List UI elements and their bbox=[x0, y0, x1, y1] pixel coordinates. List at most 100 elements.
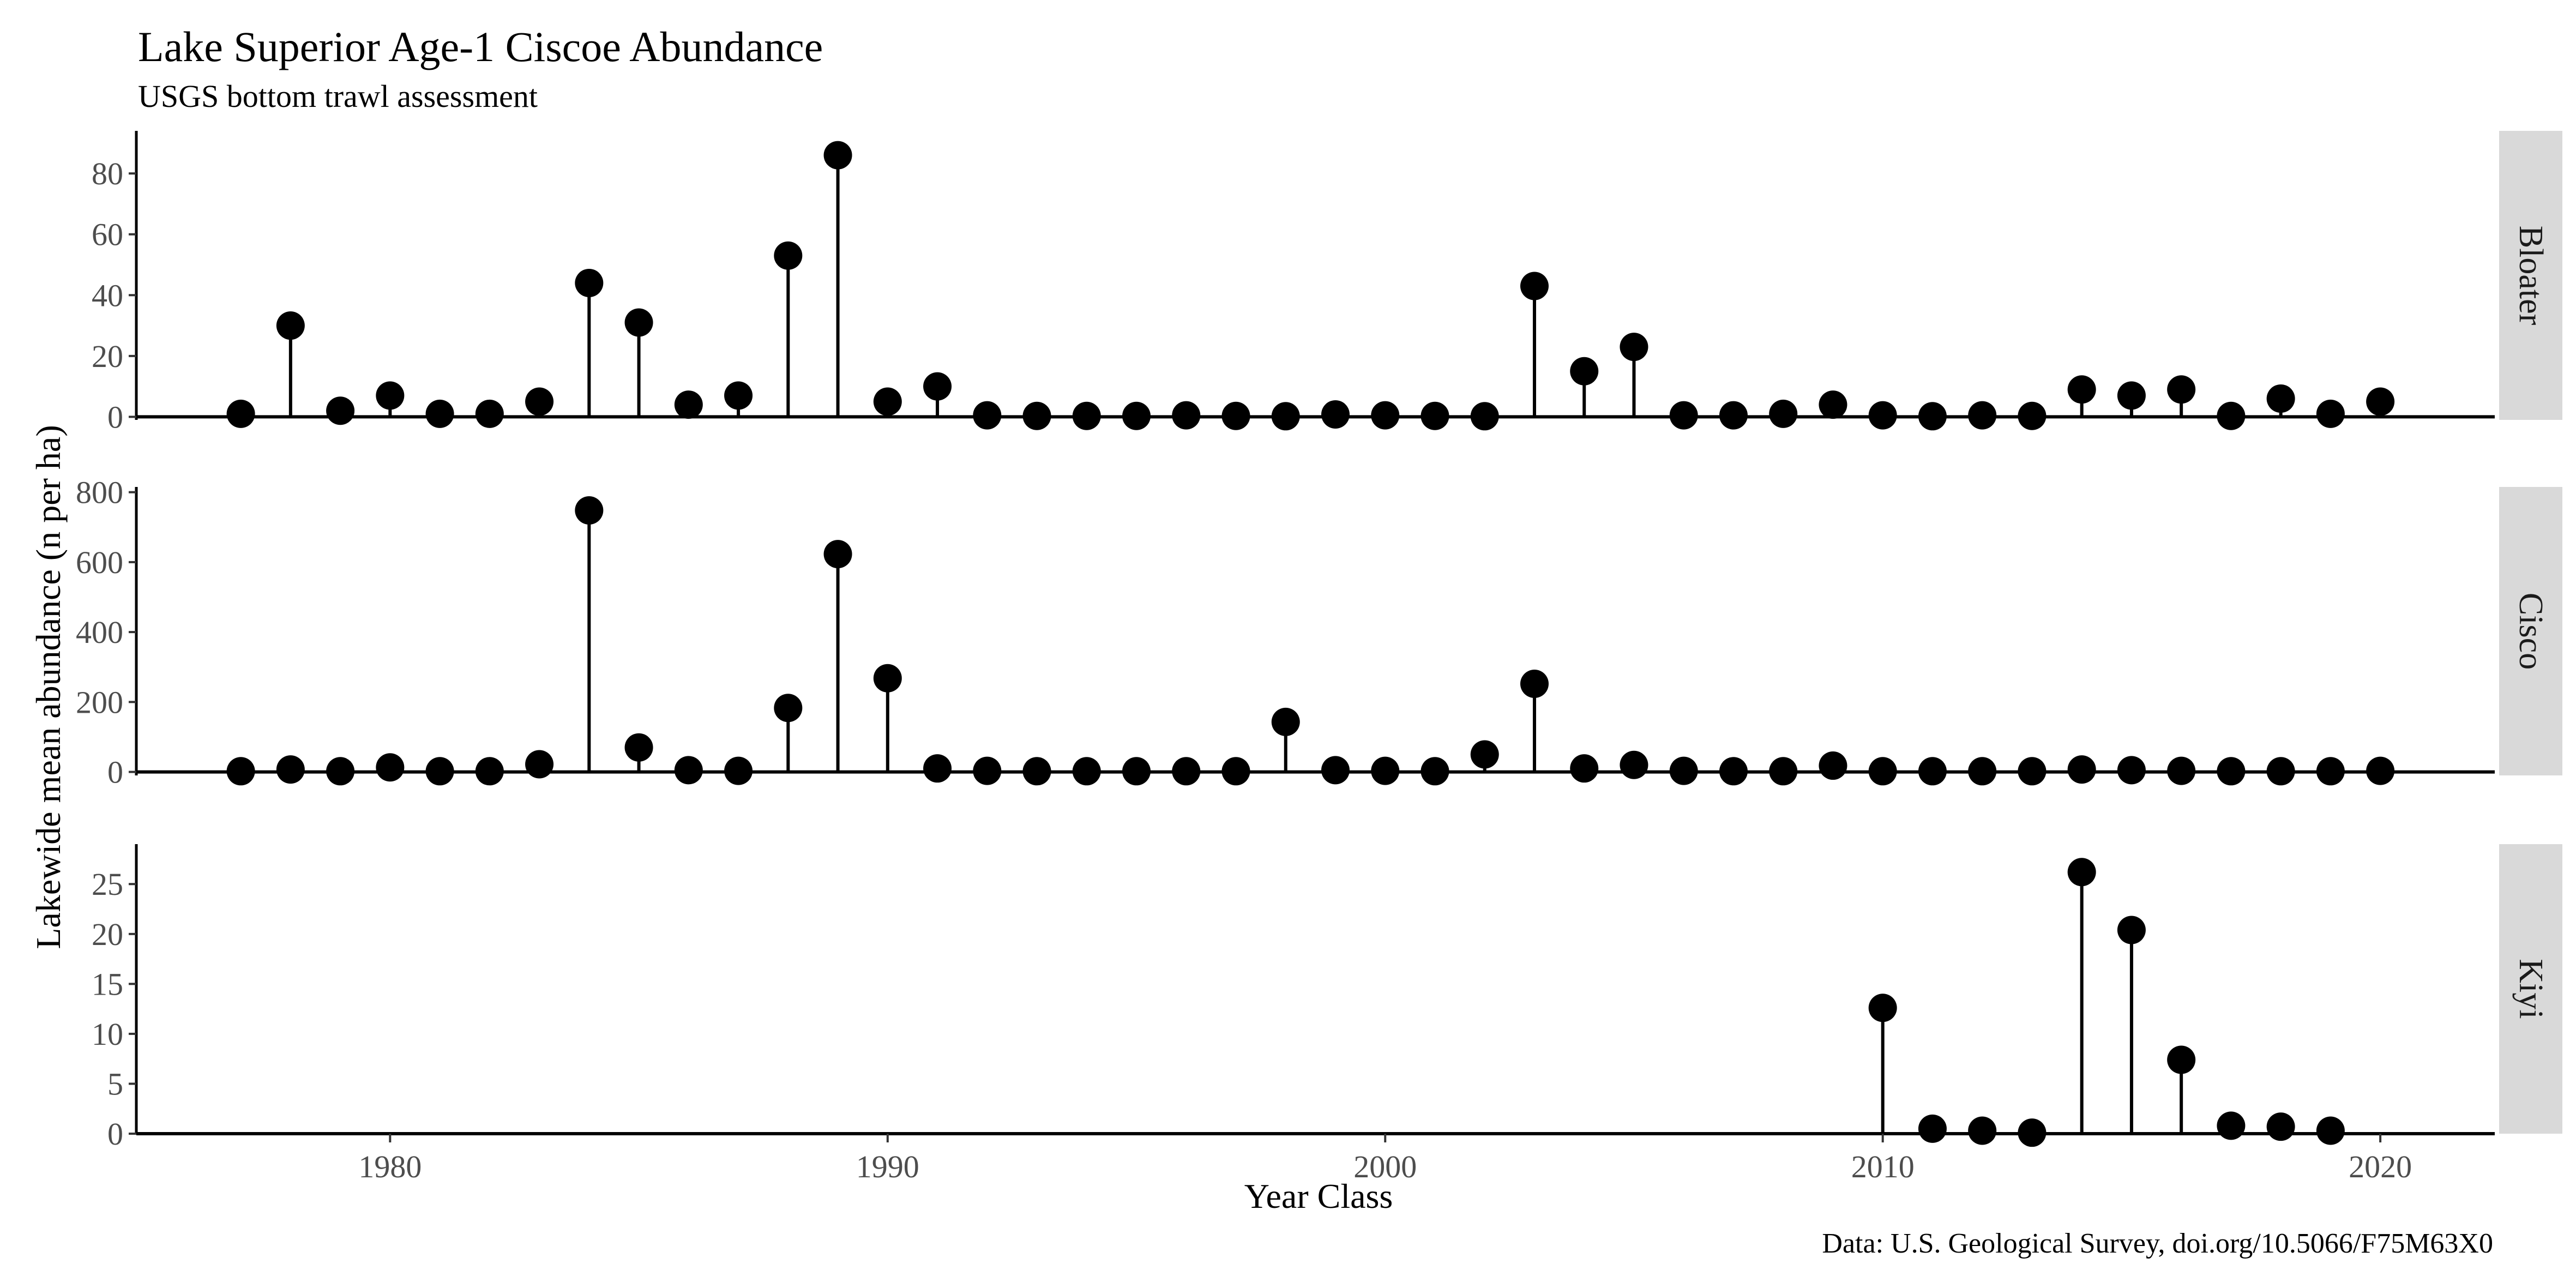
data-point bbox=[1022, 401, 1051, 430]
data-point bbox=[774, 241, 803, 270]
data-point bbox=[2217, 757, 2246, 786]
y-tick-label: 40 bbox=[92, 278, 123, 313]
data-point bbox=[1769, 399, 1798, 428]
data-point bbox=[2316, 1116, 2345, 1145]
data-point bbox=[724, 381, 753, 410]
data-point bbox=[1620, 750, 1648, 779]
chart-subtitle: USGS bottom trawl assessment bbox=[138, 79, 538, 114]
data-point bbox=[2366, 387, 2395, 416]
y-tick-label: 10 bbox=[92, 1016, 123, 1052]
data-point bbox=[973, 401, 1002, 430]
data-point bbox=[1570, 357, 1599, 386]
data-point bbox=[1868, 401, 1897, 430]
panel-kiyi: 0 5 10 15 20 25 Kiyi bbox=[92, 844, 2562, 1152]
data-point bbox=[1072, 401, 1101, 430]
y-tick-label: 800 bbox=[76, 475, 123, 510]
x-tick-label: 2000 bbox=[1353, 1149, 1417, 1184]
data-point bbox=[1968, 757, 1997, 786]
data-point bbox=[774, 694, 803, 723]
data-point bbox=[2167, 756, 2196, 785]
x-tick-label: 1980 bbox=[358, 1149, 422, 1184]
y-tick-label: 5 bbox=[107, 1066, 123, 1102]
data-point bbox=[2067, 858, 2096, 887]
data-point bbox=[276, 755, 305, 784]
data-point bbox=[1271, 707, 1300, 736]
data-point bbox=[1321, 400, 1350, 429]
data-point bbox=[1271, 402, 1300, 431]
data-point bbox=[2167, 375, 2196, 404]
data-point bbox=[425, 399, 454, 428]
facet-label: Bloater bbox=[2512, 226, 2549, 326]
data-point bbox=[624, 733, 653, 762]
data-point bbox=[624, 308, 653, 337]
data-point bbox=[575, 496, 604, 525]
x-tick-label: 2020 bbox=[2349, 1149, 2412, 1184]
data-point bbox=[2117, 756, 2146, 785]
data-point bbox=[823, 141, 852, 170]
data-point bbox=[1122, 757, 1151, 786]
data-point bbox=[475, 399, 504, 428]
data-point bbox=[1371, 756, 1400, 785]
y-tick-label: 0 bbox=[107, 755, 123, 790]
facet-label: Kiyi bbox=[2512, 959, 2549, 1019]
data-point bbox=[276, 311, 305, 340]
data-point bbox=[1421, 757, 1449, 786]
data-point bbox=[1022, 757, 1051, 786]
data-point bbox=[525, 750, 554, 779]
data-point bbox=[2117, 916, 2146, 944]
facet-label: Cisco bbox=[2512, 593, 2549, 670]
data-point bbox=[376, 753, 405, 782]
data-point bbox=[823, 540, 852, 569]
facet-strip bbox=[2499, 844, 2562, 1134]
data-point bbox=[923, 372, 952, 401]
data-point bbox=[1172, 401, 1201, 430]
x-tick-label: 1990 bbox=[856, 1149, 919, 1184]
data-point bbox=[1769, 757, 1798, 786]
data-point bbox=[2018, 401, 2047, 430]
data-point bbox=[674, 756, 703, 785]
data-point bbox=[2316, 399, 2345, 428]
data-point bbox=[1470, 402, 1499, 431]
data-point bbox=[2067, 375, 2096, 404]
panel-bloater: 0 20 40 60 80 Bloater bbox=[92, 131, 2562, 435]
data-point bbox=[973, 756, 1002, 785]
y-tick-label: 20 bbox=[92, 339, 123, 374]
facet-strip bbox=[2499, 131, 2562, 420]
data-point bbox=[326, 396, 355, 425]
data-point bbox=[1719, 401, 1748, 430]
panel-cisco: 0 200 400 600 800 Cisco bbox=[76, 475, 2562, 790]
facet-strip bbox=[2499, 487, 2562, 775]
data-point bbox=[2266, 384, 2295, 413]
facet-panels: 0 20 40 60 80 Bloater 0 200 400 600 800 Cisco 0 5 10 15… bbox=[76, 131, 2562, 1152]
y-tick-label: 20 bbox=[92, 917, 123, 952]
y-tick-label: 0 bbox=[107, 1116, 123, 1152]
data-point bbox=[1819, 390, 1847, 419]
data-point bbox=[1122, 401, 1151, 430]
data-point bbox=[1918, 402, 1947, 431]
data-point bbox=[2167, 1045, 2196, 1074]
y-tick-label: 80 bbox=[92, 156, 123, 191]
data-point bbox=[724, 756, 753, 785]
data-point bbox=[2266, 757, 2295, 786]
data-point bbox=[2018, 757, 2047, 786]
data-point bbox=[2117, 381, 2146, 410]
data-point bbox=[1719, 757, 1748, 786]
data-point bbox=[1371, 401, 1400, 430]
data-point bbox=[1868, 757, 1897, 786]
data-point bbox=[1669, 756, 1698, 785]
data-point bbox=[1968, 1116, 1997, 1145]
data-point bbox=[1421, 401, 1449, 430]
data-point bbox=[873, 664, 902, 693]
data-point bbox=[2316, 757, 2345, 786]
data-point bbox=[1520, 272, 1549, 300]
data-point bbox=[1221, 401, 1250, 430]
data-point bbox=[475, 757, 504, 786]
data-point bbox=[1918, 757, 1947, 786]
data-point bbox=[1072, 757, 1101, 786]
data-point bbox=[1918, 1114, 1947, 1143]
data-point bbox=[226, 399, 255, 428]
data-point bbox=[1321, 756, 1350, 785]
data-point bbox=[1221, 757, 1250, 786]
y-tick-label: 25 bbox=[92, 866, 123, 902]
